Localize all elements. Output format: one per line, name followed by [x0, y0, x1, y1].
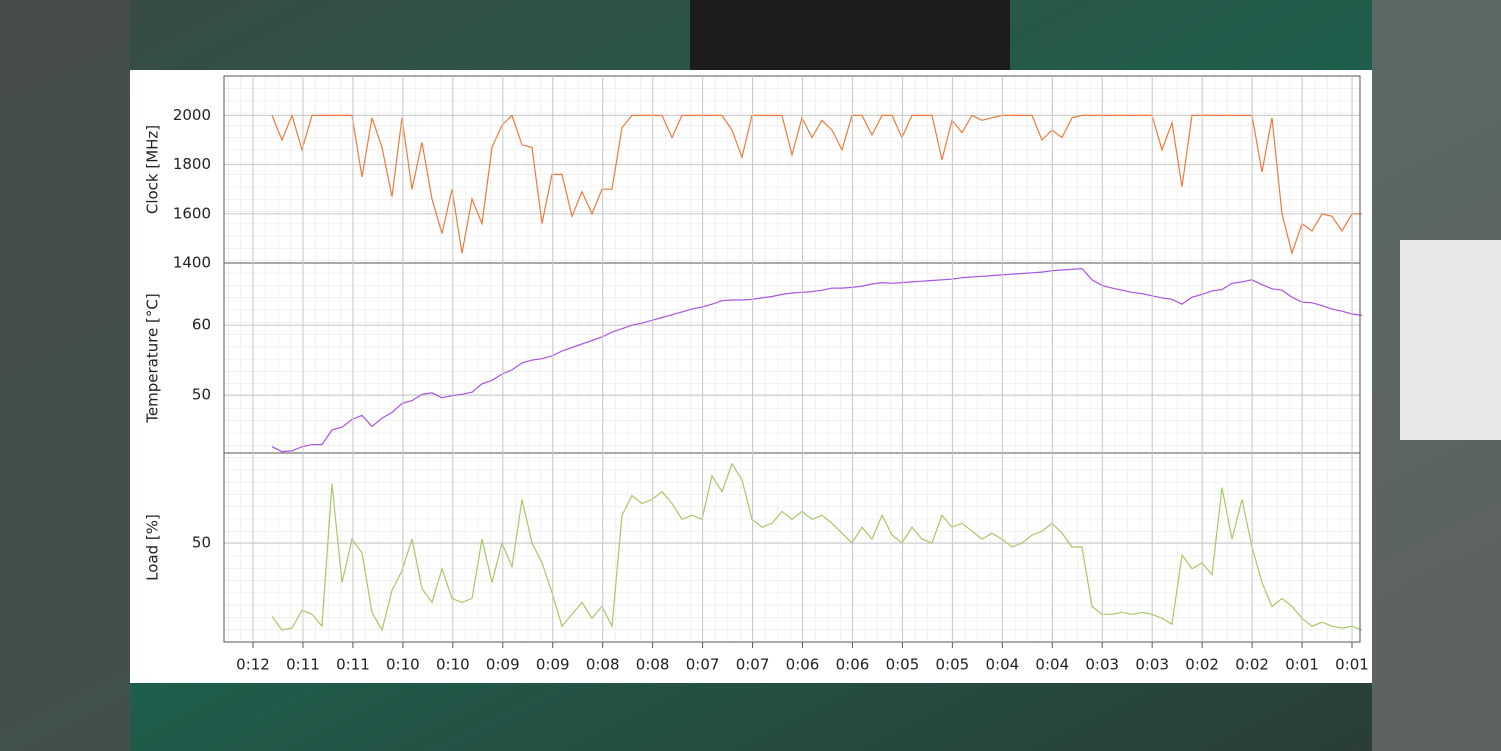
x-tick-label: 0:01 — [1285, 656, 1319, 674]
y-tick-label: 50 — [192, 534, 211, 552]
x-tick-label: 0:09 — [536, 656, 570, 674]
x-tick-label: 0:03 — [1085, 656, 1119, 674]
y-tick-label: 1600 — [173, 204, 211, 222]
minor-grid — [224, 76, 1360, 642]
data-line — [271, 267, 1363, 453]
y-tick-label: 2000 — [173, 106, 211, 124]
x-tick-label: 0:06 — [786, 656, 820, 674]
background-shape — [0, 0, 130, 751]
x-tick-label: 0:07 — [686, 656, 720, 674]
y-axis-label: Temperature [°C] — [144, 293, 162, 423]
x-tick-label: 0:04 — [1035, 656, 1069, 674]
y-tick-label: 50 — [192, 386, 211, 404]
y-axis-label: Load [%] — [144, 514, 162, 581]
data-line — [271, 113, 1362, 256]
x-tick-label: 0:11 — [336, 656, 370, 674]
background-shape — [690, 0, 1010, 70]
y-tick-label: 1400 — [173, 254, 211, 272]
x-tick-label: 0:04 — [985, 656, 1019, 674]
x-tick-label: 0:10 — [386, 656, 420, 674]
x-tick-label: 0:11 — [286, 656, 320, 674]
x-tick-label: 0:02 — [1235, 656, 1269, 674]
y-tick-label: 60 — [192, 316, 211, 334]
x-tick-label: 0:08 — [636, 656, 670, 674]
background-label — [1400, 240, 1501, 440]
panel-frame — [223, 452, 1361, 643]
data-line — [271, 462, 1363, 632]
x-tick-label: 0:05 — [936, 656, 970, 674]
plot-area: 1400 1600 1800 2000 Clock [MHz] 50 60 Temperatu… — [144, 75, 1369, 674]
x-tick-label: 0:12 — [236, 656, 270, 674]
y-axis-label: Clock [MHz] — [144, 125, 162, 214]
x-tick-label: 0:08 — [586, 656, 620, 674]
x-tick-label: 0:02 — [1185, 656, 1219, 674]
x-tick-label: 0:01 — [1335, 656, 1369, 674]
x-tick-label: 0:10 — [436, 656, 470, 674]
x-tick-label: 0:05 — [886, 656, 920, 674]
x-tick-label: 0:06 — [836, 656, 870, 674]
x-tick-label: 0:03 — [1135, 656, 1169, 674]
x-tick-label: 0:07 — [736, 656, 770, 674]
x-tick-label: 0:09 — [486, 656, 520, 674]
y-tick-label: 1800 — [173, 155, 211, 173]
